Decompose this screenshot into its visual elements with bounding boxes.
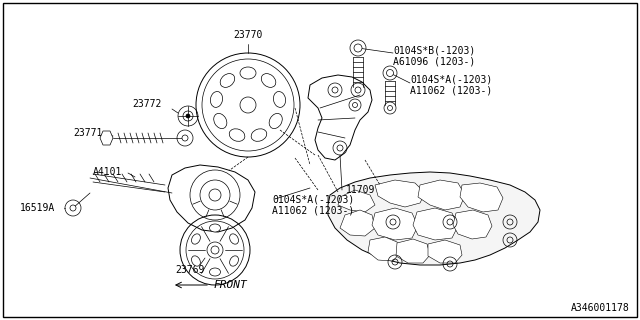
Circle shape bbox=[353, 102, 358, 108]
Polygon shape bbox=[396, 239, 430, 263]
Text: 11709: 11709 bbox=[346, 185, 376, 195]
Text: 23771: 23771 bbox=[74, 128, 103, 138]
Ellipse shape bbox=[191, 234, 200, 244]
Circle shape bbox=[186, 114, 190, 118]
Circle shape bbox=[354, 44, 362, 52]
Ellipse shape bbox=[230, 256, 239, 266]
Text: A346001178: A346001178 bbox=[572, 303, 630, 313]
Ellipse shape bbox=[214, 114, 227, 129]
Text: FRONT: FRONT bbox=[213, 280, 247, 290]
Ellipse shape bbox=[191, 256, 200, 266]
Text: 16519A: 16519A bbox=[20, 203, 55, 213]
Text: 0104S*A(-1203): 0104S*A(-1203) bbox=[272, 194, 355, 204]
Polygon shape bbox=[418, 180, 465, 210]
Polygon shape bbox=[328, 172, 540, 265]
Circle shape bbox=[211, 246, 219, 254]
Text: 23769: 23769 bbox=[175, 265, 205, 275]
Polygon shape bbox=[460, 183, 503, 212]
Ellipse shape bbox=[261, 74, 276, 87]
Ellipse shape bbox=[220, 74, 235, 87]
Polygon shape bbox=[372, 208, 418, 240]
Circle shape bbox=[182, 135, 188, 141]
Ellipse shape bbox=[209, 224, 221, 232]
Circle shape bbox=[387, 106, 392, 110]
Ellipse shape bbox=[269, 114, 282, 129]
Text: A4101: A4101 bbox=[93, 167, 122, 177]
Text: 23770: 23770 bbox=[234, 30, 262, 40]
Ellipse shape bbox=[209, 268, 221, 276]
Text: 0104S*A(-1203): 0104S*A(-1203) bbox=[410, 74, 492, 84]
Text: 23772: 23772 bbox=[132, 99, 162, 109]
Text: A11062 (1203-): A11062 (1203-) bbox=[410, 85, 492, 95]
Polygon shape bbox=[368, 237, 400, 261]
Ellipse shape bbox=[251, 129, 267, 141]
Ellipse shape bbox=[229, 129, 245, 141]
Circle shape bbox=[355, 87, 361, 93]
Polygon shape bbox=[453, 210, 492, 239]
Circle shape bbox=[332, 87, 338, 93]
Circle shape bbox=[387, 69, 394, 76]
Polygon shape bbox=[100, 131, 113, 145]
Ellipse shape bbox=[230, 234, 239, 244]
Text: A11062 (1203-): A11062 (1203-) bbox=[272, 205, 355, 215]
Circle shape bbox=[70, 205, 76, 211]
Ellipse shape bbox=[211, 92, 223, 108]
Text: A61096 (1203-): A61096 (1203-) bbox=[393, 56, 476, 66]
Polygon shape bbox=[308, 75, 372, 160]
Text: 0104S*B(-1203): 0104S*B(-1203) bbox=[393, 45, 476, 55]
Polygon shape bbox=[375, 180, 425, 207]
Polygon shape bbox=[428, 240, 462, 263]
Ellipse shape bbox=[273, 92, 285, 108]
Polygon shape bbox=[413, 208, 458, 240]
Polygon shape bbox=[338, 190, 375, 212]
Polygon shape bbox=[340, 210, 375, 236]
Polygon shape bbox=[168, 165, 255, 232]
Ellipse shape bbox=[240, 67, 256, 79]
Circle shape bbox=[337, 145, 343, 151]
